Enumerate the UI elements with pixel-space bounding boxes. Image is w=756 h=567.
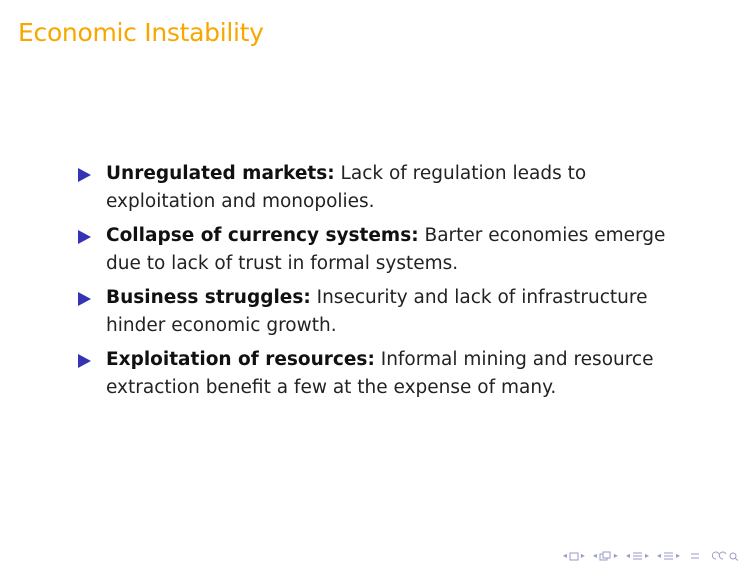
triangle-bullet-icon (78, 168, 91, 182)
nav-subsection-group[interactable]: ◂ ▸ (593, 551, 618, 561)
bullet-text: Informal mining and resource extraction … (106, 349, 654, 398)
nav-subsection-icon[interactable] (599, 551, 612, 561)
beamer-navigation-bar: ◂ ▸ ◂ ▸ ◂ (557, 551, 742, 561)
nav-right-arrow-icon[interactable]: ▸ (644, 551, 649, 560)
nav-frame-group[interactable]: ◂ ▸ (563, 551, 585, 561)
nav-frame-icon[interactable] (569, 552, 579, 561)
list-item: Unregulated markets: Lack of regulation … (78, 160, 678, 216)
nav-right-arrow-icon[interactable]: ▸ (580, 551, 585, 560)
nav-left-arrow-icon[interactable]: ◂ (592, 551, 597, 560)
nav-left-arrow-icon[interactable]: ◂ (562, 551, 567, 560)
bullet-text: Insecurity and lack of infrastructure hi… (106, 287, 648, 336)
nav-search-icon[interactable] (712, 551, 740, 561)
nav-section-group[interactable]: ◂ ▸ (626, 551, 649, 561)
bullet-term: Collapse of currency systems: (106, 225, 419, 246)
nav-search-group[interactable] (710, 551, 742, 561)
bullet-text: Lack of regulation leads to exploitation… (106, 163, 587, 212)
bullet-term: Exploitation of resources: (106, 349, 375, 370)
nav-appendix-icon[interactable] (690, 551, 700, 561)
list-item: Collapse of currency systems: Barter eco… (78, 222, 678, 278)
triangle-bullet-icon (78, 292, 91, 306)
nav-left-arrow-icon[interactable]: ◂ (656, 551, 661, 560)
nav-appendix-group[interactable] (688, 551, 702, 561)
nav-document-group[interactable]: ◂ ▸ (657, 551, 680, 561)
nav-section-icon[interactable] (632, 551, 643, 561)
bullet-term: Unregulated markets: (106, 163, 335, 184)
bullet-term: Business struggles: (106, 287, 311, 308)
nav-toc-icon[interactable] (663, 551, 674, 561)
list-item: Business struggles: Insecurity and lack … (78, 284, 678, 340)
list-item: Exploitation of resources: Informal mini… (78, 346, 678, 402)
bullet-text: Barter economies emerge due to lack of t… (106, 225, 666, 274)
nav-right-arrow-icon[interactable]: ▸ (613, 551, 618, 560)
triangle-bullet-icon (78, 354, 91, 368)
nav-right-arrow-icon[interactable]: ▸ (675, 551, 680, 560)
triangle-bullet-icon (78, 230, 91, 244)
bullet-list: Unregulated markets: Lack of regulation … (78, 160, 678, 408)
slide-title: Economic Instability (18, 18, 264, 47)
nav-left-arrow-icon[interactable]: ◂ (625, 551, 630, 560)
